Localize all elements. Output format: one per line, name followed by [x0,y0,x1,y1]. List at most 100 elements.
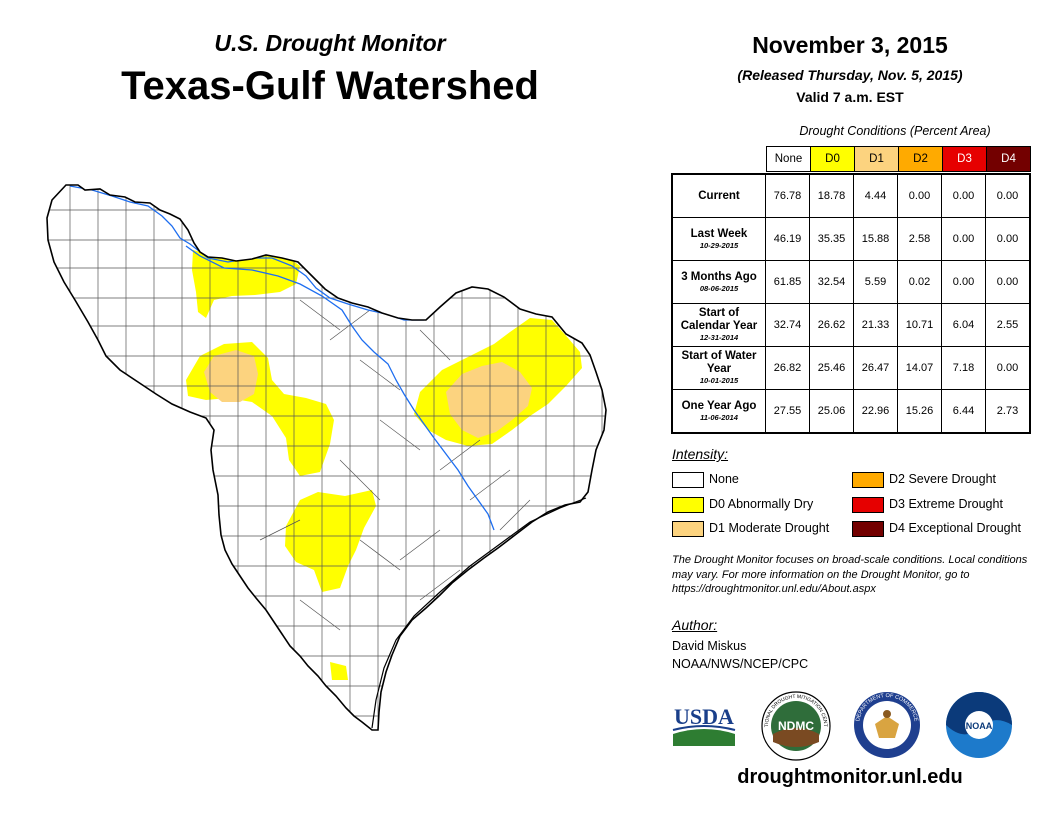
cell-d0: 25.46 [809,346,854,390]
drought-map [46,184,607,731]
row-label-text: 3 Months Ago [681,270,757,283]
author-title: Author: [672,617,718,633]
cell-d4: 0.00 [985,260,1031,304]
d0-area-southwest [285,490,376,592]
header-subtitle: U.S. Drought Monitor [214,30,446,56]
cell-d3: 6.44 [941,389,986,434]
row-label: Current [671,173,766,218]
cell-none: 32.74 [765,303,810,347]
col-d1: D1 [854,146,899,172]
watershed-outline [46,184,607,731]
cell-none: 76.78 [765,173,810,218]
row-label-text: Current [698,189,740,202]
cell-d2: 0.02 [897,260,942,304]
cell-d2: 0.00 [897,173,942,218]
cell-d1: 15.88 [853,217,898,261]
table-row: 3 Months Ago 08-06-2015 61.85 32.54 5.59 0.02… [671,260,1031,304]
cell-d3: 0.00 [941,173,986,218]
cell-d3: 0.00 [941,217,986,261]
cell-d1: 22.96 [853,389,898,434]
legend-swatch [672,521,704,537]
row-label: Start of Calendar Year 12-31-2014 [671,303,766,347]
ndmc-logo: NDMC NATIONAL DROUGHT MITIGATION CENTER [760,690,831,761]
cell-d0: 32.54 [809,260,854,304]
header-title: Texas-Gulf Watershed [121,64,539,108]
cell-d1: 21.33 [853,303,898,347]
legend-label: D1 Moderate Drought [709,521,830,535]
cell-d4: 2.55 [985,303,1031,347]
d1-area-east [446,362,532,438]
table-caption: Drought Conditions (Percent Area) [799,124,991,138]
cell-none: 26.82 [765,346,810,390]
info-note: The Drought Monitor focuses on broad-sca… [672,554,1028,595]
row-label: Start of Water Year 10-01-2015 [671,346,766,390]
drought-conditions-table: Current 76.78 18.78 4.44 0.00 0.00 0.00 Last We… [671,173,1031,434]
author-name: David Miskus [672,639,747,653]
cell-d4: 0.00 [985,217,1031,261]
cell-d1: 4.44 [853,173,898,218]
row-label: Last Week 10-29-2015 [671,217,766,261]
cell-d3: 7.18 [941,346,986,390]
table-row: Current 76.78 18.78 4.44 0.00 0.00 0.00 [671,173,1031,218]
valid-time: Valid 7 a.m. EST [796,89,904,105]
cell-none: 27.55 [765,389,810,434]
coastline [371,497,587,729]
cell-d0: 26.62 [809,303,854,347]
table-row: Start of Water Year 10-01-2015 26.82 25.46 2… [671,346,1031,390]
col-none: None [766,146,811,172]
col-d0: D0 [810,146,855,172]
legend-label: D0 Abnormally Dry [709,497,814,511]
d1-area-west [204,350,258,402]
cell-none: 61.85 [765,260,810,304]
legend-swatch [672,497,704,513]
d0-area-south [330,662,348,680]
row-date: 08-06-2015 [699,283,739,293]
release-date: (Released Thursday, Nov. 5, 2015) [737,67,963,83]
commerce-seal-logo: DEPARTMENT OF COMMERCE [854,692,920,758]
col-d2: D2 [898,146,943,172]
cell-d2: 14.07 [897,346,942,390]
row-label-text: Last Week [690,227,748,240]
cell-d0: 18.78 [809,173,854,218]
cell-d4: 0.00 [985,173,1031,218]
table-row: One Year Ago 11-06-2014 27.55 25.06 22.96 15.… [671,389,1031,434]
usda-logo-text: USDA [674,704,734,729]
row-label-text: Start of Water Year [681,350,757,375]
d0-area-north [192,250,300,318]
table-header: None D0 D1 D2 D3 D4 [766,146,1031,172]
cell-d2: 2.58 [897,217,942,261]
ndmc-logo-text: NDMC [778,719,814,733]
legend-swatch [852,497,884,513]
legend-label: D4 Exceptional Drought [889,521,1022,535]
cell-d2: 10.71 [897,303,942,347]
legend-label: D2 Severe Drought [889,472,997,486]
table-row: Start of Calendar Year 12-31-2014 32.74 26.… [671,303,1031,347]
author-org: NOAA/NWS/NCEP/CPC [672,657,809,671]
table-row: Last Week 10-29-2015 46.19 35.35 15.88 2.58 0.… [671,217,1031,261]
cell-d3: 0.00 [941,260,986,304]
website-url[interactable]: droughtmonitor.unl.edu [737,766,963,788]
noaa-logo: NOAA [946,692,1012,758]
row-label-text: Start of Calendar Year [680,307,758,332]
legend-label: None [709,472,739,486]
cell-d4: 0.00 [985,346,1031,390]
cell-d4: 2.73 [985,389,1031,434]
legend-swatch [672,472,704,488]
usda-logo: USDA [672,704,736,746]
map-date: November 3, 2015 [752,32,948,58]
legend-label: D3 Extreme Drought [889,497,1003,511]
river-brazos [185,245,495,531]
row-label-text: One Year Ago [681,399,757,412]
legend-swatch [852,521,884,537]
cell-d3: 6.04 [941,303,986,347]
col-d3: D3 [942,146,987,172]
row-date: 11-06-2014 [700,412,738,422]
legend-title: Intensity: [672,446,729,462]
legend-swatch [852,472,884,488]
cell-d2: 15.26 [897,389,942,434]
cell-d1: 26.47 [853,346,898,390]
cell-d0: 25.06 [809,389,854,434]
cell-d0: 35.35 [809,217,854,261]
cell-none: 46.19 [765,217,810,261]
d1-areas [204,350,532,438]
